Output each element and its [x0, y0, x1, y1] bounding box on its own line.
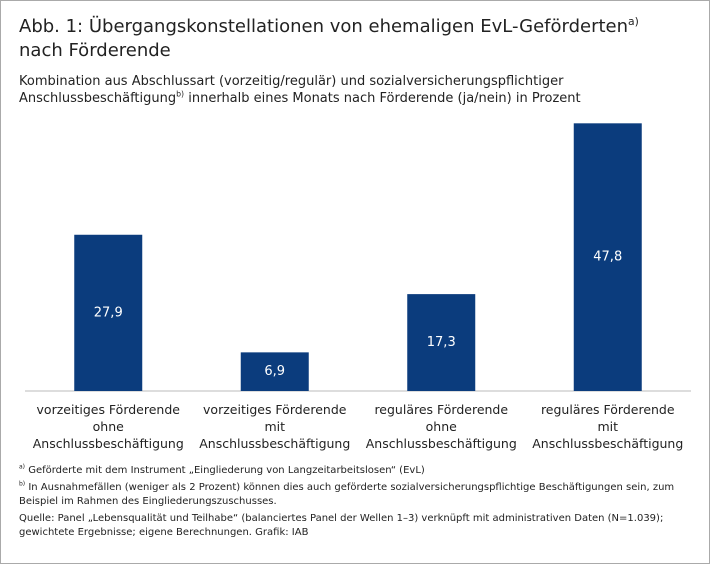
- title-footnote-mark: a): [628, 15, 639, 28]
- notes: a) Geförderte mit dem Instrument „Eingli…: [19, 464, 694, 543]
- footnote-mark: b): [19, 480, 26, 488]
- subtitle: Kombination aus Abschlussart (vorzeitig/…: [19, 74, 564, 106]
- footnote: b) In Ausnahmefällen (weniger als 2 Proz…: [19, 481, 694, 509]
- title-block: Abb. 1: Übergangskonstellationen von ehe…: [19, 15, 639, 63]
- bar: [407, 294, 476, 391]
- footnote-text: Geförderte mit dem Instrument „Eingliede…: [25, 465, 425, 476]
- bar: [74, 234, 143, 391]
- value-label: 17,3: [427, 335, 456, 350]
- subtitle-footnote-mark: b): [176, 89, 185, 99]
- bar: [573, 123, 642, 391]
- footnote-mark: a): [19, 463, 26, 471]
- subtitle-block: Kombination aus Abschlussart (vorzeitig/…: [19, 73, 659, 107]
- value-label: 6,9: [264, 364, 285, 379]
- chart-title-line2: nach Förderende: [19, 40, 171, 61]
- bar: [240, 352, 309, 391]
- x-tick-label: vorzeitiges Förderende mit Anschlussbesc…: [199, 402, 351, 451]
- value-label: 47,8: [593, 250, 622, 265]
- footnote: a) Geförderte mit dem Instrument „Eingli…: [19, 464, 694, 478]
- value-label: 27,9: [94, 305, 123, 320]
- x-tick-label: reguläres Förderende ohne Anschlussbesch…: [365, 402, 517, 451]
- footnote-text: In Ausnahmefällen (weniger als 2 Prozent…: [19, 482, 675, 507]
- source: Quelle: Panel „Lebensqualität und Teilha…: [19, 513, 664, 538]
- subtitle-rest: innerhalb eines Monats nach Förderende (…: [184, 91, 581, 106]
- x-tick-label: reguläres Förderende mit Anschlussbeschä…: [532, 402, 684, 451]
- x-tick-label: vorzeitiges Förderende ohne Anschlussbes…: [32, 402, 184, 451]
- chart-title: Abb. 1: Übergangskonstellationen von ehe…: [19, 16, 629, 37]
